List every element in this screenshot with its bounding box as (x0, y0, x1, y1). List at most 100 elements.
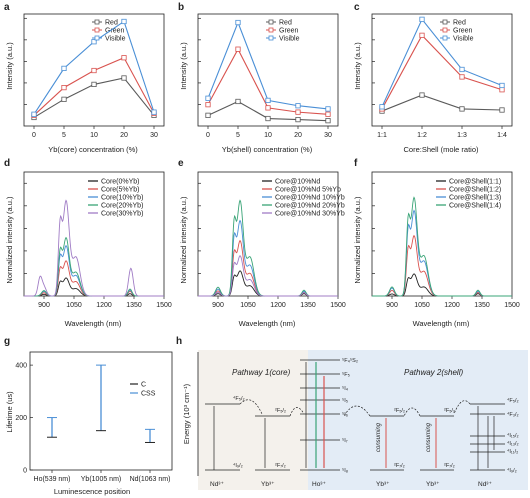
legend-label-f: Core@Shell(1:2) (449, 187, 501, 194)
data-point-b-red (265, 115, 271, 122)
xtick-label-a: 30 (150, 132, 158, 139)
pathway2-label: Pathway 2(shell) (404, 368, 463, 377)
nd-right-i152-label: ⁴I₁₅/₂ (507, 432, 519, 439)
ion-label-nd-right: Nd³⁺ (478, 481, 492, 488)
panel-label-d: d (4, 158, 10, 169)
legend-label-e: Core@10%Nd 10%Yb (275, 195, 345, 202)
spectrum-line-f-3 (372, 196, 512, 297)
series-line-c-green (381, 34, 503, 110)
xtick-label-e: 1200 (270, 302, 286, 309)
data-point-a-visible (151, 109, 157, 115)
spectrum-line-f-1 (372, 234, 512, 297)
xlabel-a: Yb(core) concentration (%) (48, 145, 138, 154)
yb-left-f52-label: ²F₅/₂ (275, 408, 286, 414)
ylabel-a: Intensity (a.u.) (5, 42, 14, 90)
xtick-label-b: 20 (294, 132, 302, 139)
data-point-a-green (91, 67, 97, 74)
ytick-label-g: 200 (15, 415, 27, 422)
legend-label-e: Core@10%Nd 30%Yb (275, 211, 345, 218)
xtick-label-e: 1350 (300, 302, 316, 309)
ylabel-b: Intensity (a.u.) (179, 42, 188, 90)
yb-left-f72-label: ²F₇/₂ (275, 463, 286, 469)
consuming-label-1: consuming (376, 422, 382, 452)
data-point-b-red (205, 112, 211, 118)
panel-label-a: a (4, 2, 10, 13)
xlabel-e: Wavelength (nm) (239, 319, 296, 328)
ion-label-yb-left: Yb³⁺ (261, 481, 275, 488)
data-point-b-red (295, 117, 301, 123)
xtick-label-e: 1500 (330, 302, 346, 309)
legend-label-d: Core(5%Yb) (101, 187, 140, 194)
xtick-label-b: 0 (206, 132, 210, 139)
ion-label-yb-mid: Yb³⁺ (376, 481, 390, 488)
energy-diagram: Energy (10³ cm⁻¹) Pathway 1(core) Pathwa… (182, 350, 528, 490)
nd-right-i112-label: ⁴I₁₁/₂ (507, 448, 518, 455)
xtick-label-f: 1500 (504, 302, 520, 309)
ylabel-e: Normalized intensity (a.u.) (179, 196, 188, 284)
ho-f5-label: ⁵F₅ (342, 371, 350, 378)
ylabel-h: Energy (10³ cm⁻¹) (182, 383, 191, 444)
pathway1-background (198, 350, 308, 490)
legend-marker-a (94, 35, 100, 41)
xtick-label-c: 1:4 (497, 132, 507, 139)
series-line-c-red (381, 94, 503, 112)
data-point-b-visible (295, 103, 301, 109)
nd-left-i92-label: ⁴I₉/₂ (233, 462, 243, 469)
xtick-label-g: Nd(1063 nm) (130, 476, 171, 483)
data-point-c-red (419, 92, 425, 98)
legend-label-g: C (141, 382, 146, 389)
spectrum-line-e-4 (198, 255, 338, 297)
xtick-label-d: 1350 (126, 302, 142, 309)
legend-label-c: Red (453, 20, 466, 27)
ho-i8-label: ⁵I₈ (342, 467, 348, 474)
xtick-label-d: 1500 (156, 302, 172, 309)
data-point-a-visible (61, 65, 67, 71)
xtick-label-d: 1050 (66, 302, 82, 309)
yb-mid-f52-label: ²F₅/₂ (394, 408, 405, 414)
panel-label-g: g (4, 336, 10, 347)
panel-label-c: c (354, 2, 360, 13)
legend-label-d: Core(10%Yb) (101, 195, 143, 202)
legend-marker-a (94, 27, 100, 33)
plot-frame-c (371, 13, 513, 127)
xtick-label-e: 1050 (240, 302, 256, 309)
series-line-b-visible (207, 21, 329, 110)
data-point-c-red (459, 106, 465, 112)
data-point-b-red (325, 118, 331, 124)
xtick-label-f: 1050 (414, 302, 430, 309)
yb-right-f52-label: ²F₅/₂ (444, 408, 455, 414)
legend-marker-a (94, 19, 100, 25)
data-point-b-visible (325, 106, 331, 112)
legend-label-b: Red (279, 20, 292, 27)
spectrum-line-d-4 (24, 199, 164, 297)
xtick-label-g: Ho(539 nm) (34, 476, 71, 483)
legend-label-a: Red (105, 20, 118, 27)
data-point-c-visible (459, 66, 465, 73)
xlabel-d: Wavelength (nm) (65, 319, 122, 328)
nd-right-i92-label: ⁴I₉/₂ (507, 467, 517, 474)
data-point-a-visible (91, 39, 97, 45)
data-point-a-visible (31, 111, 37, 117)
legend-label-d: Core(0%Yb) (101, 179, 140, 186)
pathway2-background (308, 350, 528, 490)
xtick-label-a: 20 (120, 132, 128, 139)
data-point-b-green (295, 109, 301, 115)
spectrum-line-f-0 (372, 273, 512, 297)
plot-frame-d (23, 171, 165, 297)
data-point-b-green (205, 102, 211, 108)
nd-to-yb-right-transfer-arrow (453, 400, 471, 415)
data-point-c-visible (379, 104, 385, 110)
data-point-c-visible (419, 16, 425, 22)
data-point-b-green (325, 111, 331, 117)
data-point-c-green (499, 87, 505, 93)
pathway1-label: Pathway 1(core) (232, 368, 291, 377)
series-line-b-green (207, 48, 329, 115)
xtick-label-c: 1:2 (417, 132, 427, 139)
legend-label-e: Core@10%Nd (275, 179, 320, 186)
data-point-b-green (265, 105, 271, 111)
yb-mid-f72-label: ²F₇/₂ (394, 463, 405, 469)
xlabel-g: Luminescence position (54, 487, 130, 496)
xtick-label-f: 900 (386, 302, 398, 309)
panel-label-e: e (178, 158, 184, 169)
